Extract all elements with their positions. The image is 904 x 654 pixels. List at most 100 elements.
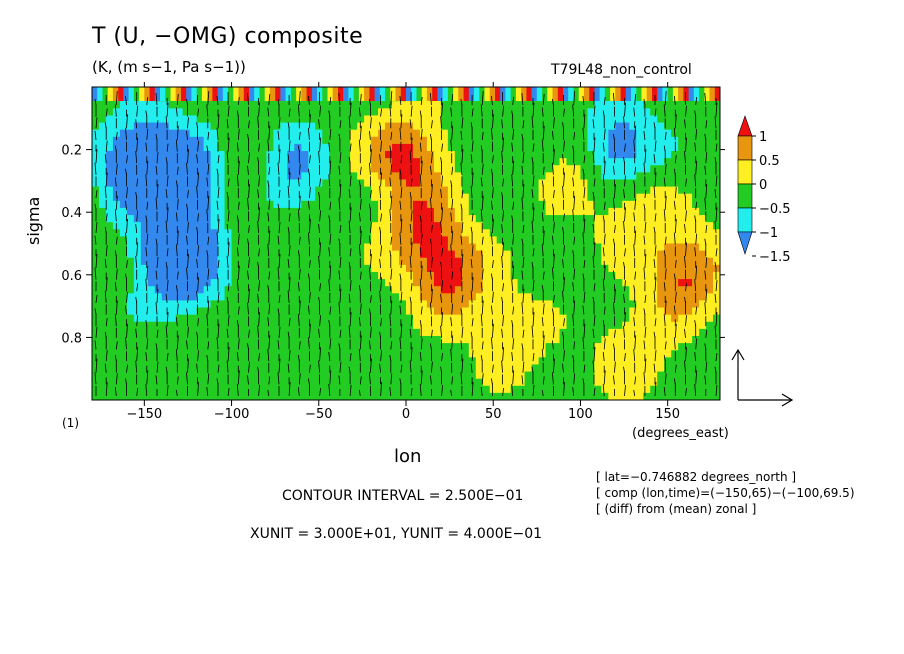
- heatmap-cell: [566, 321, 575, 330]
- wind-vector: [338, 165, 341, 175]
- heatmap-cell: [685, 122, 693, 131]
- heatmap-top-band: [144, 87, 150, 101]
- heatmap-cell: [468, 115, 477, 124]
- heatmap-cell: [531, 179, 540, 188]
- heatmap-cell: [552, 200, 561, 209]
- wind-vector: [419, 174, 422, 187]
- heatmap-cell: [482, 385, 491, 394]
- wind-vector: [94, 162, 97, 175]
- heatmap-cell: [482, 165, 491, 173]
- heatmap-cell: [266, 343, 275, 351]
- heatmap-cell: [713, 193, 720, 202]
- wind-vector: [226, 151, 229, 164]
- heatmap-cell: [706, 158, 714, 166]
- heatmap-cell: [350, 172, 358, 181]
- wind-vector: [227, 178, 230, 187]
- heatmap-cell: [252, 307, 261, 316]
- wind-vector: [166, 102, 169, 117]
- heatmap-cell: [259, 207, 268, 216]
- heatmap-cell: [622, 350, 630, 358]
- heatmap-cell: [154, 307, 163, 316]
- heatmap-top-band: [181, 87, 187, 101]
- heatmap-cell: [343, 286, 351, 294]
- heatmap-cell: [699, 165, 707, 173]
- heatmap-cell: [643, 129, 651, 138]
- heatmap-cell: [503, 143, 512, 152]
- heatmap-cell: [426, 179, 435, 188]
- heatmap-cell: [119, 136, 128, 145]
- heatmap-cell: [231, 335, 240, 344]
- heatmap-cell: [475, 335, 484, 344]
- heatmap-cell: [559, 243, 568, 252]
- heatmap-cell: [308, 207, 316, 216]
- heatmap-cell: [252, 222, 261, 230]
- heatmap-cell: [343, 129, 351, 138]
- wind-vector: [267, 107, 270, 117]
- heatmap-cell: [161, 207, 170, 216]
- heatmap-cell: [259, 215, 268, 223]
- heatmap-cell: [196, 222, 205, 230]
- heatmap-cell: [168, 207, 177, 216]
- wind-vector: [146, 306, 149, 315]
- heatmap-cell: [147, 236, 156, 245]
- heatmap-cell: [280, 300, 288, 309]
- heatmap-cell: [350, 129, 358, 138]
- heatmap-cell: [126, 193, 135, 202]
- heatmap-cell: [440, 286, 449, 294]
- heatmap-cell: [357, 151, 365, 159]
- heatmap-cell: [322, 271, 330, 280]
- heatmap-cell: [322, 300, 330, 309]
- heatmap-cell: [322, 207, 330, 216]
- heatmap-cell: [266, 136, 275, 145]
- heatmap-top-band: [631, 87, 637, 101]
- heatmap-cell: [482, 108, 491, 117]
- heatmap-cell: [287, 186, 295, 195]
- heatmap-cell: [636, 115, 644, 124]
- wind-vector: [176, 125, 179, 140]
- heatmap-cell: [154, 215, 163, 223]
- heatmap-cell: [196, 243, 205, 252]
- heatmap-cell: [259, 193, 268, 202]
- heatmap-cell: [587, 101, 595, 109]
- heatmap-cell: [350, 122, 358, 131]
- heatmap-top-band: [426, 87, 433, 101]
- heatmap-cell: [643, 101, 651, 109]
- heatmap-cell: [336, 165, 344, 173]
- heatmap-cell: [147, 229, 156, 237]
- wind-vector: [156, 184, 159, 199]
- heatmap-cell: [426, 229, 435, 237]
- heatmap-cell: [273, 143, 281, 152]
- heatmap-cell: [133, 271, 142, 280]
- heatmap-cell: [629, 229, 637, 237]
- heatmap-cell: [454, 364, 463, 373]
- heatmap-cell: [175, 158, 184, 166]
- heatmap-cell: [161, 350, 170, 358]
- heatmap-cell: [259, 279, 268, 287]
- heatmap-cell: [245, 385, 254, 394]
- heatmap-cell: [105, 193, 114, 202]
- heatmap-cell: [238, 172, 247, 181]
- heatmap-cell: [175, 357, 184, 366]
- heatmap-cell: [552, 250, 561, 259]
- heatmap-cell: [287, 172, 295, 181]
- heatmap-cell: [643, 236, 651, 245]
- wind-vector: [104, 290, 107, 303]
- heatmap-cell: [350, 385, 358, 394]
- heatmap-cell: [182, 158, 191, 166]
- heatmap-cell: [315, 378, 323, 387]
- wind-vector: [197, 108, 199, 117]
- heatmap-cell: [140, 193, 149, 202]
- heatmap-cell: [315, 271, 323, 280]
- heatmap-cell: [231, 172, 240, 181]
- heatmap-cell: [392, 229, 400, 237]
- heatmap-cell: [496, 343, 505, 351]
- heatmap-cell: [392, 257, 400, 266]
- wind-vector: [257, 293, 259, 303]
- heatmap-cell: [182, 335, 191, 344]
- heatmap-cell: [329, 143, 337, 152]
- wind-vector: [186, 267, 188, 280]
- heatmap-cell: [545, 172, 554, 181]
- heatmap-cell: [552, 264, 561, 273]
- heatmap-cell: [196, 264, 205, 273]
- heatmap-cell: [510, 264, 519, 273]
